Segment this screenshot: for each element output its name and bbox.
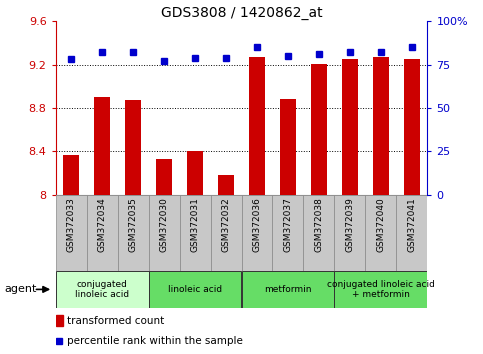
Bar [334, 195, 366, 271]
Bar [63, 155, 79, 195]
Text: GSM372041: GSM372041 [408, 197, 416, 252]
Bar [56, 271, 149, 308]
Bar [180, 195, 211, 271]
Text: GSM372038: GSM372038 [314, 197, 324, 252]
Text: transformed count: transformed count [67, 316, 164, 326]
Text: conjugated linoleic acid
+ metformin: conjugated linoleic acid + metformin [327, 280, 435, 299]
Text: GSM372039: GSM372039 [345, 197, 355, 252]
Bar [125, 101, 141, 195]
Bar [366, 195, 397, 271]
Bar [218, 175, 234, 195]
Text: percentile rank within the sample: percentile rank within the sample [67, 336, 242, 346]
Bar [117, 195, 149, 271]
Bar [242, 195, 272, 271]
Bar [86, 195, 117, 271]
Text: GSM372036: GSM372036 [253, 197, 261, 252]
Title: GDS3808 / 1420862_at: GDS3808 / 1420862_at [161, 6, 322, 20]
Bar [156, 159, 172, 195]
Bar [311, 63, 327, 195]
Bar [404, 59, 420, 195]
Bar [187, 151, 203, 195]
Bar [56, 195, 86, 271]
Text: GSM372031: GSM372031 [190, 197, 199, 252]
Text: GSM372032: GSM372032 [222, 197, 230, 252]
Bar [272, 195, 303, 271]
Bar [149, 271, 242, 308]
Text: GSM372037: GSM372037 [284, 197, 293, 252]
Bar [149, 195, 180, 271]
Text: GSM372033: GSM372033 [67, 197, 75, 252]
Text: GSM372035: GSM372035 [128, 197, 138, 252]
Text: metformin: metformin [264, 285, 312, 294]
Bar [280, 99, 296, 195]
Text: GSM372030: GSM372030 [159, 197, 169, 252]
Bar [303, 195, 334, 271]
Bar [56, 315, 63, 326]
Bar [249, 57, 265, 195]
Bar [334, 271, 427, 308]
Text: linoleic acid: linoleic acid [168, 285, 222, 294]
Bar [211, 195, 242, 271]
Bar [242, 271, 334, 308]
Text: conjugated
linoleic acid: conjugated linoleic acid [75, 280, 129, 299]
Bar [397, 195, 427, 271]
Bar [373, 57, 389, 195]
Text: GSM372034: GSM372034 [98, 197, 107, 252]
Bar [342, 59, 358, 195]
Text: agent: agent [5, 284, 37, 295]
Bar [94, 97, 110, 195]
Text: GSM372040: GSM372040 [376, 197, 385, 252]
